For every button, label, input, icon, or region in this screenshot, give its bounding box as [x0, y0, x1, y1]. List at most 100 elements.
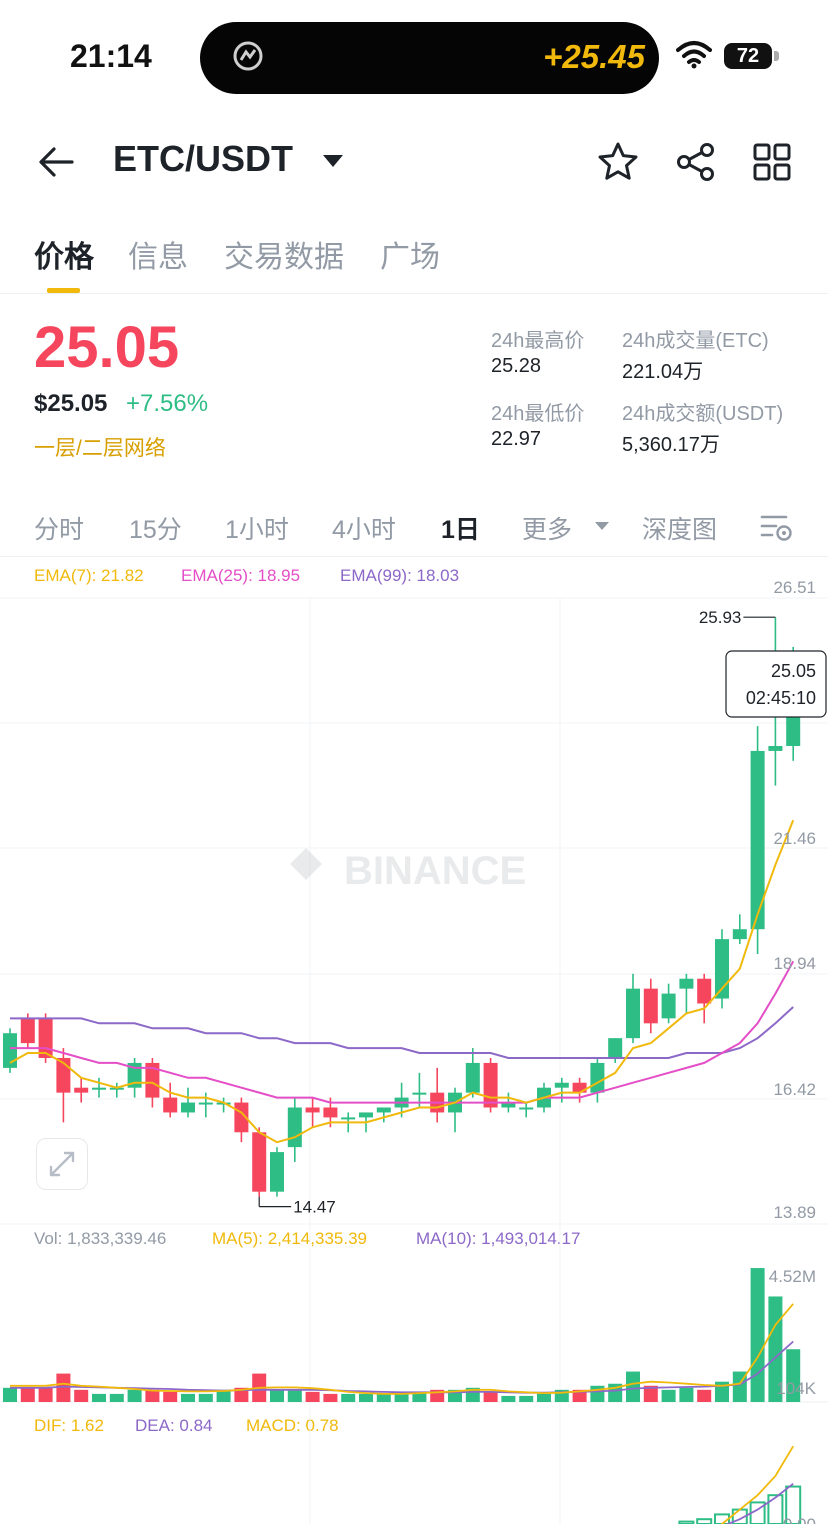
- chevron-down-icon[interactable]: [322, 154, 344, 168]
- tab-info[interactable]: 信息: [128, 241, 188, 274]
- candle: [465, 1062, 480, 1093]
- vol-ma5-line: [10, 1303, 794, 1395]
- candle: [376, 1107, 391, 1113]
- grid-menu-icon[interactable]: [750, 140, 794, 184]
- volume-bar: [20, 1387, 35, 1402]
- volume-bar: [341, 1393, 356, 1402]
- high-price-label: 25.93: [699, 608, 742, 627]
- candle: [92, 1087, 106, 1090]
- ema25-line: [10, 960, 795, 1104]
- candle: [163, 1097, 178, 1113]
- chart-settings-icon[interactable]: [760, 511, 794, 543]
- island-price-change: +25.45: [543, 38, 645, 75]
- volume-bar: [679, 1387, 694, 1402]
- volume-bar: [109, 1393, 124, 1402]
- network-tag[interactable]: 一层/二层网络: [34, 437, 166, 460]
- candle: [359, 1112, 373, 1118]
- volume-bar: [56, 1373, 71, 1402]
- candle: [20, 1018, 35, 1044]
- candle: [554, 1082, 569, 1088]
- vol-ma10-line: [10, 1340, 794, 1394]
- interval-more[interactable]: 更多: [522, 516, 573, 544]
- macd-panel: 0.00: [678, 1445, 816, 1524]
- stat-volume-label: 24h成交量(ETC): [622, 330, 769, 352]
- stat-high-label: 24h最高价: [491, 330, 585, 352]
- volume-bar: [768, 1296, 783, 1402]
- share-icon[interactable]: [674, 140, 718, 184]
- last-price: 25.05: [34, 315, 180, 380]
- candle: [323, 1107, 338, 1118]
- volume-bar: [537, 1393, 551, 1402]
- vol-ma5-legend: MA(5): 2,414,335.39: [212, 1229, 367, 1248]
- volume-bar: [750, 1268, 765, 1402]
- candlestick-chart[interactable]: BINANCE 26.51 21.46 18.94 16.42 13.89 4.52M 1…: [0, 560, 828, 1524]
- volume-bar: [394, 1393, 409, 1402]
- ema99-line: [10, 1006, 794, 1059]
- interval-15m[interactable]: 15分: [129, 516, 182, 544]
- volume-bar: [216, 1389, 231, 1402]
- volume-bars: 4.52M 104K: [3, 1267, 817, 1402]
- tab-trading-data[interactable]: 交易数据: [224, 241, 344, 274]
- back-arrow-icon[interactable]: [36, 142, 76, 182]
- interval-timeshare[interactable]: 分时: [34, 516, 85, 544]
- stat-low-value: 22.97: [491, 428, 542, 450]
- interval-1h[interactable]: 1小时: [225, 516, 289, 544]
- volume-bar: [697, 1389, 712, 1402]
- price-axis-label: 18.94: [773, 954, 816, 973]
- volume-bar: [3, 1387, 17, 1402]
- candle: [74, 1087, 89, 1093]
- volume-bar: [234, 1387, 249, 1402]
- interval-1d[interactable]: 1日: [441, 516, 480, 544]
- more-chevron-down-icon[interactable]: [594, 521, 610, 531]
- vol-ma10-legend: MA(10): 1,493,014.17: [416, 1229, 581, 1248]
- dynamic-island[interactable]: [200, 22, 659, 94]
- candle: [768, 745, 783, 751]
- battery-level: 72: [724, 43, 772, 69]
- candle: [661, 993, 676, 1019]
- macd-dea-line: [725, 1482, 794, 1524]
- expand-chart-button[interactable]: [36, 1138, 88, 1190]
- ema7-legend: EMA(7): 21.82: [34, 566, 144, 585]
- stat-low-label: 24h最低价: [491, 403, 585, 425]
- price-axis-label: 26.51: [773, 578, 816, 597]
- volume-bar: [145, 1389, 160, 1402]
- volume-bar: [643, 1385, 658, 1402]
- candle: [270, 1152, 284, 1192]
- candle: [608, 1038, 623, 1058]
- volume-bar: [198, 1393, 213, 1402]
- price-change-percent: +7.56%: [126, 390, 209, 417]
- volume-bar: [376, 1393, 391, 1402]
- candle: [305, 1107, 320, 1113]
- interval-depth-chart[interactable]: 深度图: [642, 516, 718, 544]
- volume-bar: [127, 1389, 142, 1402]
- macd-histogram-bar: [696, 1518, 713, 1524]
- volume-bar: [181, 1393, 195, 1402]
- trading-pair-title[interactable]: ETC/USDT: [113, 138, 293, 179]
- ema-lines: [9, 819, 795, 1144]
- volume-bar: [38, 1387, 53, 1402]
- volume-bar: [359, 1393, 373, 1402]
- candle: [572, 1082, 587, 1093]
- volume-bar: [305, 1391, 320, 1402]
- current-price-box: [725, 650, 827, 718]
- volume-bar: [270, 1389, 284, 1402]
- stat-volume-value: 221.04万: [622, 361, 704, 383]
- volume-axis-label: 104K: [776, 1379, 816, 1398]
- usd-price: $25.05: [34, 390, 108, 417]
- volume-bar: [92, 1393, 106, 1402]
- candle: [750, 750, 765, 930]
- volume-bar: [163, 1391, 178, 1402]
- tab-square[interactable]: 广场: [380, 241, 440, 274]
- wifi-icon: [676, 41, 712, 69]
- interval-4h[interactable]: 4小时: [332, 516, 396, 544]
- volume-bar: [323, 1393, 338, 1402]
- candle: [341, 1117, 356, 1120]
- tab-price[interactable]: 价格: [34, 241, 94, 274]
- star-icon[interactable]: [596, 140, 640, 184]
- volume-bar: [626, 1371, 640, 1402]
- countdown-label: 02:45:10: [746, 688, 816, 708]
- volume-bar: [483, 1391, 498, 1402]
- chart-annotations: 25.93 14.47 25.05 02:45:10: [258, 608, 827, 1217]
- price-axis: 26.51 21.46 18.94 16.42 13.89: [773, 578, 816, 1222]
- stat-high-value: 25.28: [491, 355, 542, 377]
